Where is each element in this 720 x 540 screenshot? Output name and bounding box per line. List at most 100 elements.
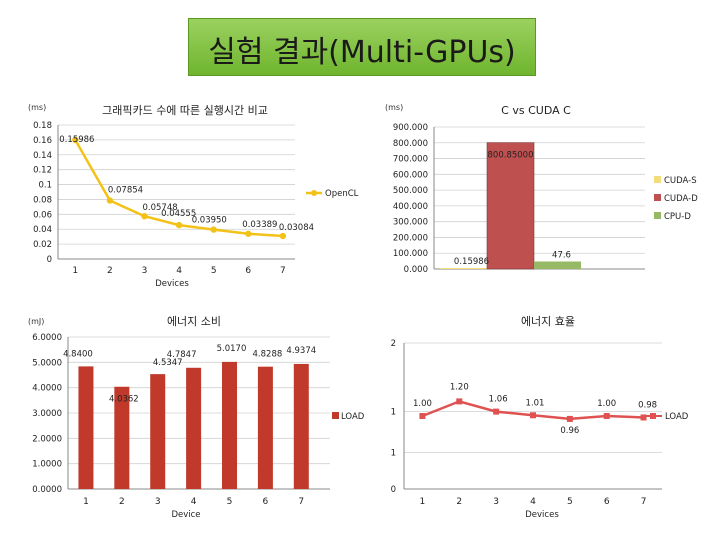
x-tick-label: 1 — [420, 497, 426, 507]
y-tick-label: 0.14 — [33, 151, 52, 161]
bar — [257, 366, 273, 489]
data-label: 4.7847 — [167, 350, 197, 360]
x-tick-label: 2 — [119, 497, 125, 507]
data-point — [493, 408, 500, 415]
unit-label: (ms) — [385, 103, 403, 112]
y-tick-label: 400.000 — [393, 202, 428, 212]
data-point — [640, 414, 647, 421]
bar-cuda-s — [440, 268, 487, 269]
x-tick-label: 6 — [604, 497, 610, 507]
data-label: 4.8288 — [253, 350, 283, 360]
y-tick-label: 1 — [391, 449, 396, 459]
data-label: 800.85000 — [488, 151, 534, 161]
x-tick-label: 1 — [72, 266, 78, 276]
data-point — [106, 197, 114, 204]
y-tick-label: 4.0000 — [32, 384, 62, 394]
legend-swatch — [654, 194, 661, 201]
y-tick-label: 200.000 — [393, 233, 428, 243]
chart-title: 그래픽카드 수에 따른 실행시간 비교 — [102, 104, 268, 117]
y-tick-label: 0 — [391, 485, 396, 495]
y-tick-label: 300.000 — [393, 218, 428, 228]
data-label: 1.06 — [489, 395, 508, 405]
y-tick-label: 0.02 — [33, 240, 52, 250]
legend-marker — [650, 413, 656, 419]
c-vs-cuda-bar-chart: (ms) C vs CUDA C 0.000 100.000 200.000 300.00… — [385, 103, 698, 275]
legend-label: CUDA-D — [664, 194, 698, 204]
bar — [114, 386, 130, 489]
data-point — [279, 232, 287, 240]
y-tick-label: 2 — [391, 339, 396, 349]
data-point — [141, 213, 148, 220]
y-tick-label: 2.0000 — [32, 434, 62, 444]
x-tick-label: 3 — [493, 497, 499, 507]
bar — [186, 367, 202, 489]
y-tick-label: 5.0000 — [32, 358, 62, 368]
y-tick-label: 800.000 — [393, 139, 428, 149]
y-tick-label: 0.06 — [33, 210, 52, 220]
data-label: 0.04555 — [161, 209, 196, 219]
chart-title: C vs CUDA C — [501, 104, 571, 117]
data-label: 0.98 — [638, 400, 657, 410]
data-point — [566, 415, 573, 422]
x-tick-label: 5 — [227, 497, 233, 507]
y-tick-label: 1.0000 — [32, 460, 62, 470]
x-tick-label: 5 — [567, 497, 573, 507]
x-tick-label: 2 — [107, 266, 113, 276]
x-tick-label: 5 — [211, 266, 217, 276]
bar-cuda-d — [486, 142, 535, 270]
legend-label: CPU-D — [664, 212, 691, 222]
data-label: 0.03084 — [279, 223, 314, 233]
chart-title: 에너지 소비 — [167, 315, 221, 328]
x-tick-label: 3 — [155, 497, 161, 507]
x-axis-label: Devices — [155, 279, 189, 289]
y-tick-label: 0.12 — [33, 166, 52, 176]
bar-cpu-d — [534, 261, 581, 269]
x-tick-label: 4 — [191, 497, 197, 507]
energy-efficiency-line-chart: 에너지 효율 0 1 1 2 1.00 1.20 1.06 1.01 0.96 1.00 0.98 1 2… — [391, 315, 689, 520]
x-tick-label: 6 — [263, 497, 269, 507]
y-tick-label: 0.000 — [404, 265, 428, 275]
exec-time-line-chart: (ms) 그래픽카드 수에 따른 실행시간 비교 0 0.02 0.04 0.06 0.08… — [28, 103, 359, 289]
x-tick-label: 7 — [298, 497, 304, 507]
bar — [78, 366, 94, 489]
data-label: 0.15986 — [454, 257, 489, 267]
y-tick-label: 700.000 — [393, 155, 428, 165]
bar — [222, 361, 238, 489]
data-label: 1.20 — [450, 382, 469, 392]
data-label: 0.15986 — [59, 135, 94, 145]
data-point — [456, 398, 463, 405]
x-tick-label: 4 — [530, 497, 536, 507]
x-axis-label: Devices — [525, 510, 559, 520]
y-tick-label: 0.16 — [33, 136, 52, 146]
data-point — [210, 226, 217, 233]
data-label: 0.07854 — [108, 186, 143, 196]
energy-consumption-bar-chart: (mJ) 에너지 소비 0.0000 1.0000 2.0000 3.0000 4.0000… — [28, 315, 365, 520]
bar — [150, 374, 166, 489]
y-tick-label: 3.0000 — [32, 409, 62, 419]
data-label: 4.5347 — [153, 358, 183, 368]
data-point — [419, 413, 426, 419]
data-label: 0.05748 — [142, 203, 177, 213]
legend-swatch — [332, 412, 339, 419]
data-point — [245, 230, 252, 237]
slide-title: 실험 결과(Multi-GPUs) — [208, 35, 516, 70]
x-tick-label: 6 — [245, 266, 251, 276]
legend-marker — [311, 190, 317, 196]
data-label: 1.00 — [413, 399, 432, 409]
legend-label: LOAD — [665, 412, 689, 422]
data-label: 4.8400 — [63, 349, 93, 359]
data-point — [530, 412, 536, 419]
data-label: 1.01 — [526, 398, 545, 408]
y-tick-label: 900.000 — [393, 123, 428, 133]
y-tick-label: 100.000 — [393, 249, 428, 259]
y-tick-label: 0 — [47, 255, 52, 265]
legend-swatch — [654, 212, 661, 219]
legend-label: LOAD — [341, 412, 365, 422]
y-tick-label: 0.04 — [33, 225, 52, 235]
data-label: 5.0170 — [217, 344, 247, 354]
data-label: 4.0362 — [109, 395, 139, 405]
bar — [293, 363, 309, 489]
data-label: 4.9374 — [286, 346, 316, 356]
x-tick-label: 7 — [641, 497, 647, 507]
x-axis-label: Device — [171, 510, 200, 520]
